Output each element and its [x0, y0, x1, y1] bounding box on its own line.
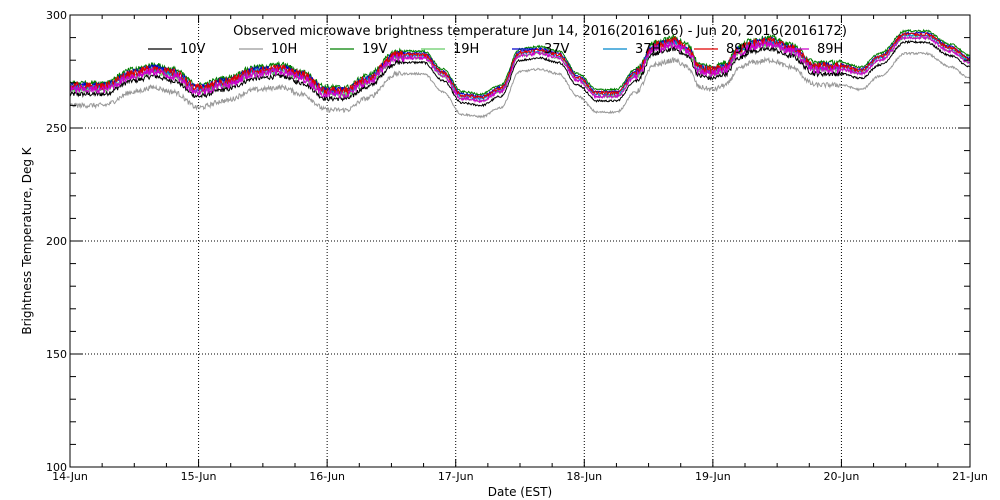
legend-label-37h: 37H [635, 42, 661, 57]
legend-label-10h: 10H [271, 42, 297, 57]
x-tick-label: 15-Jun [181, 470, 217, 483]
tick-labels: 14-Jun 15-Jun 16-Jun 17-Jun 18-Jun 19-Jun 20-J… [46, 9, 988, 483]
y-tick-label: 200 [46, 235, 67, 248]
x-axis-label: Date (EST) [488, 485, 552, 499]
x-tick-label: 17-Jun [438, 470, 474, 483]
x-tick-label: 14-Jun [52, 470, 88, 483]
y-tick-label: 250 [46, 122, 67, 135]
x-tick-label: 19-Jun [695, 470, 731, 483]
legend-label-89h: 89H [817, 42, 843, 57]
x-tick-label: 21-Jun [952, 470, 988, 483]
legend-label-37v: 37V [544, 42, 570, 57]
y-tick-label: 150 [46, 348, 67, 361]
series-line-89v [69, 31, 971, 100]
legend: 10V 10H 19V 19H 37V 37H 89V 89H [148, 42, 843, 57]
series-lines [69, 28, 971, 119]
y-axis-label: Brightness Temperature, Deg K [20, 146, 34, 334]
chart-title: Observed microwave brightness temperatur… [233, 24, 847, 39]
x-tick-label: 16-Jun [309, 470, 345, 483]
legend-label-89v: 89V [726, 42, 752, 57]
series-line-89h [69, 34, 971, 104]
legend-label-19h: 19H [453, 42, 479, 57]
y-tick-label: 100 [46, 461, 67, 474]
grid-lines [70, 15, 970, 467]
series-line-10v [69, 39, 970, 108]
series-line-10h [69, 51, 971, 119]
legend-label-10v: 10V [180, 42, 206, 57]
legend-label-19v: 19V [362, 42, 388, 57]
x-tick-label: 18-Jun [566, 470, 602, 483]
x-tick-label: 20-Jun [824, 470, 860, 483]
y-tick-label: 300 [46, 9, 67, 22]
axis-ticks [69, 14, 971, 468]
